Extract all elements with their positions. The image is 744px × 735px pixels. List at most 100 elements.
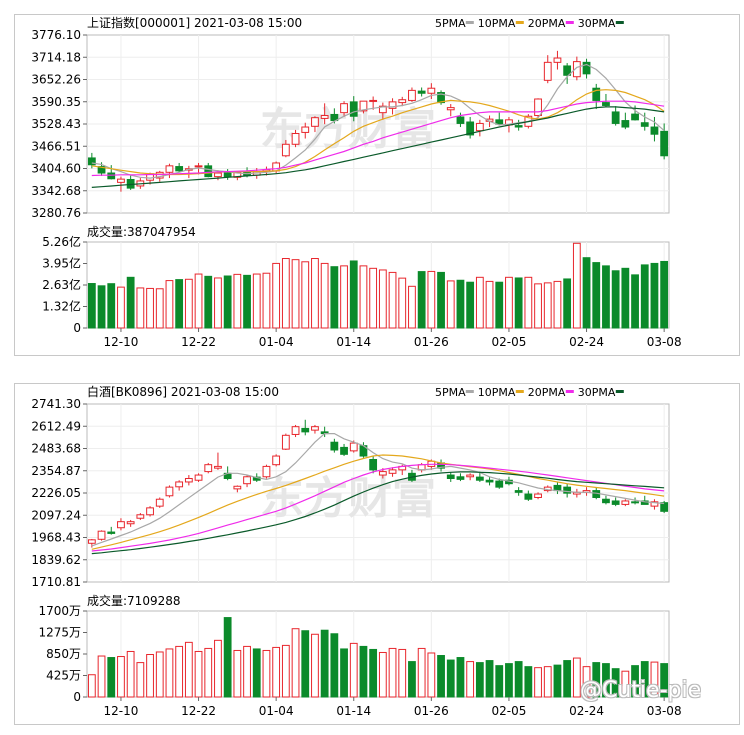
volume-bar	[349, 260, 358, 329]
volume-bar	[291, 628, 300, 698]
candle-body	[388, 101, 397, 109]
candle-body	[475, 122, 484, 132]
volume-bar	[301, 630, 310, 698]
candle-body	[349, 442, 358, 452]
volume-bar	[107, 657, 116, 698]
volume-bar	[466, 281, 475, 329]
candle-body	[456, 476, 465, 480]
candle-body	[291, 426, 300, 435]
candle-body	[388, 469, 397, 474]
candle-body	[475, 476, 484, 481]
volume-bar	[621, 670, 630, 698]
volume-bar	[281, 258, 290, 329]
volume-bar	[524, 276, 533, 329]
volume-bar	[320, 629, 329, 698]
ma20-line	[91, 463, 665, 552]
candle-body	[87, 157, 96, 166]
legend-swatch-20pma	[565, 21, 574, 24]
volume-bar	[611, 270, 620, 329]
price-tick-label: 3404.60	[31, 162, 81, 176]
candle-body	[107, 531, 116, 534]
candle-body	[97, 530, 106, 540]
candle-body	[204, 165, 213, 178]
price-tick-label: 2741.30	[31, 397, 81, 411]
legend-label-5pma: 5PMA	[435, 386, 466, 399]
volume-bar	[204, 647, 213, 698]
volume-bar	[621, 267, 630, 329]
candle-body	[408, 89, 416, 101]
ma30-line	[91, 106, 665, 188]
x-tick-label: 12-10	[104, 335, 139, 349]
volume-bar	[485, 660, 494, 698]
volume-bar	[650, 661, 659, 698]
candle-body	[660, 130, 669, 157]
price-tick-label: 3590.35	[31, 95, 81, 109]
volume-tick-label: 1.32亿	[42, 299, 81, 314]
candle-body	[611, 111, 620, 124]
volume-bar	[252, 273, 261, 329]
volume-bar	[87, 674, 96, 698]
candle-body	[543, 61, 552, 81]
legend-label-10pma: 10PMA	[478, 386, 516, 399]
x-tick-label: 02-05	[492, 704, 527, 718]
volume-bar	[262, 649, 271, 698]
candle-body	[514, 490, 523, 493]
candle-body	[136, 514, 145, 519]
baijiu-index-chart[interactable]: 白酒[BK0896] 2021-03-08 15:00 5PMA 10PMA 20PM…	[15, 384, 739, 724]
volume-bar	[631, 665, 639, 698]
candle-body	[621, 120, 630, 128]
volume-bar	[175, 645, 184, 698]
legend-label-30pma: 30PMA	[578, 386, 616, 399]
legend-label-5pma: 5PMA	[435, 17, 466, 30]
x-tick-label: 01-04	[259, 335, 294, 349]
candle-body	[330, 113, 339, 122]
volume-bar	[165, 648, 174, 698]
legend-label-20pma: 20PMA	[528, 386, 566, 399]
candle-body	[223, 172, 232, 178]
price-tick-label: 3280.76	[31, 206, 81, 220]
x-tick-label: 02-05	[492, 335, 527, 349]
volume-bar	[281, 644, 290, 698]
candle-body	[427, 87, 436, 94]
price-tick-label: 3342.68	[31, 184, 81, 198]
candle-body	[165, 165, 174, 173]
volume-tick-label: 3.95亿	[42, 256, 81, 271]
volume-bar	[514, 661, 523, 698]
shanghai-index-chart[interactable]: 上证指数[000001] 2021-03-08 15:00 5PMA 10PMA 20…	[15, 15, 739, 355]
volume-bar	[466, 661, 475, 698]
candle-body	[466, 121, 475, 136]
candle-body	[204, 464, 213, 473]
price-tick-label: 3714.18	[31, 50, 81, 64]
price-tick-label: 1710.81	[31, 575, 81, 589]
volume-bar	[475, 662, 484, 698]
volume-bar	[602, 265, 610, 329]
volume-bar	[408, 661, 416, 698]
volume-bar	[97, 285, 106, 329]
volume-bar	[165, 280, 174, 329]
candle-body	[155, 498, 164, 507]
volume-bar	[243, 274, 251, 329]
candle-body	[466, 474, 475, 478]
volume-bar	[388, 271, 397, 329]
volume-bar	[233, 649, 242, 698]
volume-bar	[427, 270, 436, 329]
volume-bar	[660, 260, 669, 329]
volume-bar	[602, 663, 610, 698]
price-tick-label: 2097.24	[31, 508, 81, 522]
volume-bar	[97, 655, 106, 698]
volume-bar	[330, 266, 339, 329]
volume-bar	[495, 281, 504, 329]
volume-bar	[563, 278, 572, 329]
candle-body	[281, 143, 290, 157]
candle-body	[233, 171, 242, 178]
candle-body	[165, 486, 174, 497]
volume-bar	[378, 651, 387, 698]
volume-bar	[320, 262, 329, 329]
volume-bar	[194, 650, 203, 698]
volume-bar	[446, 280, 455, 329]
volume-tick-label: 850万	[46, 647, 81, 661]
ma20-line	[91, 100, 665, 177]
volume-bar	[369, 648, 378, 698]
volume-bar	[611, 668, 620, 698]
legend-swatch-30pma	[615, 390, 624, 393]
